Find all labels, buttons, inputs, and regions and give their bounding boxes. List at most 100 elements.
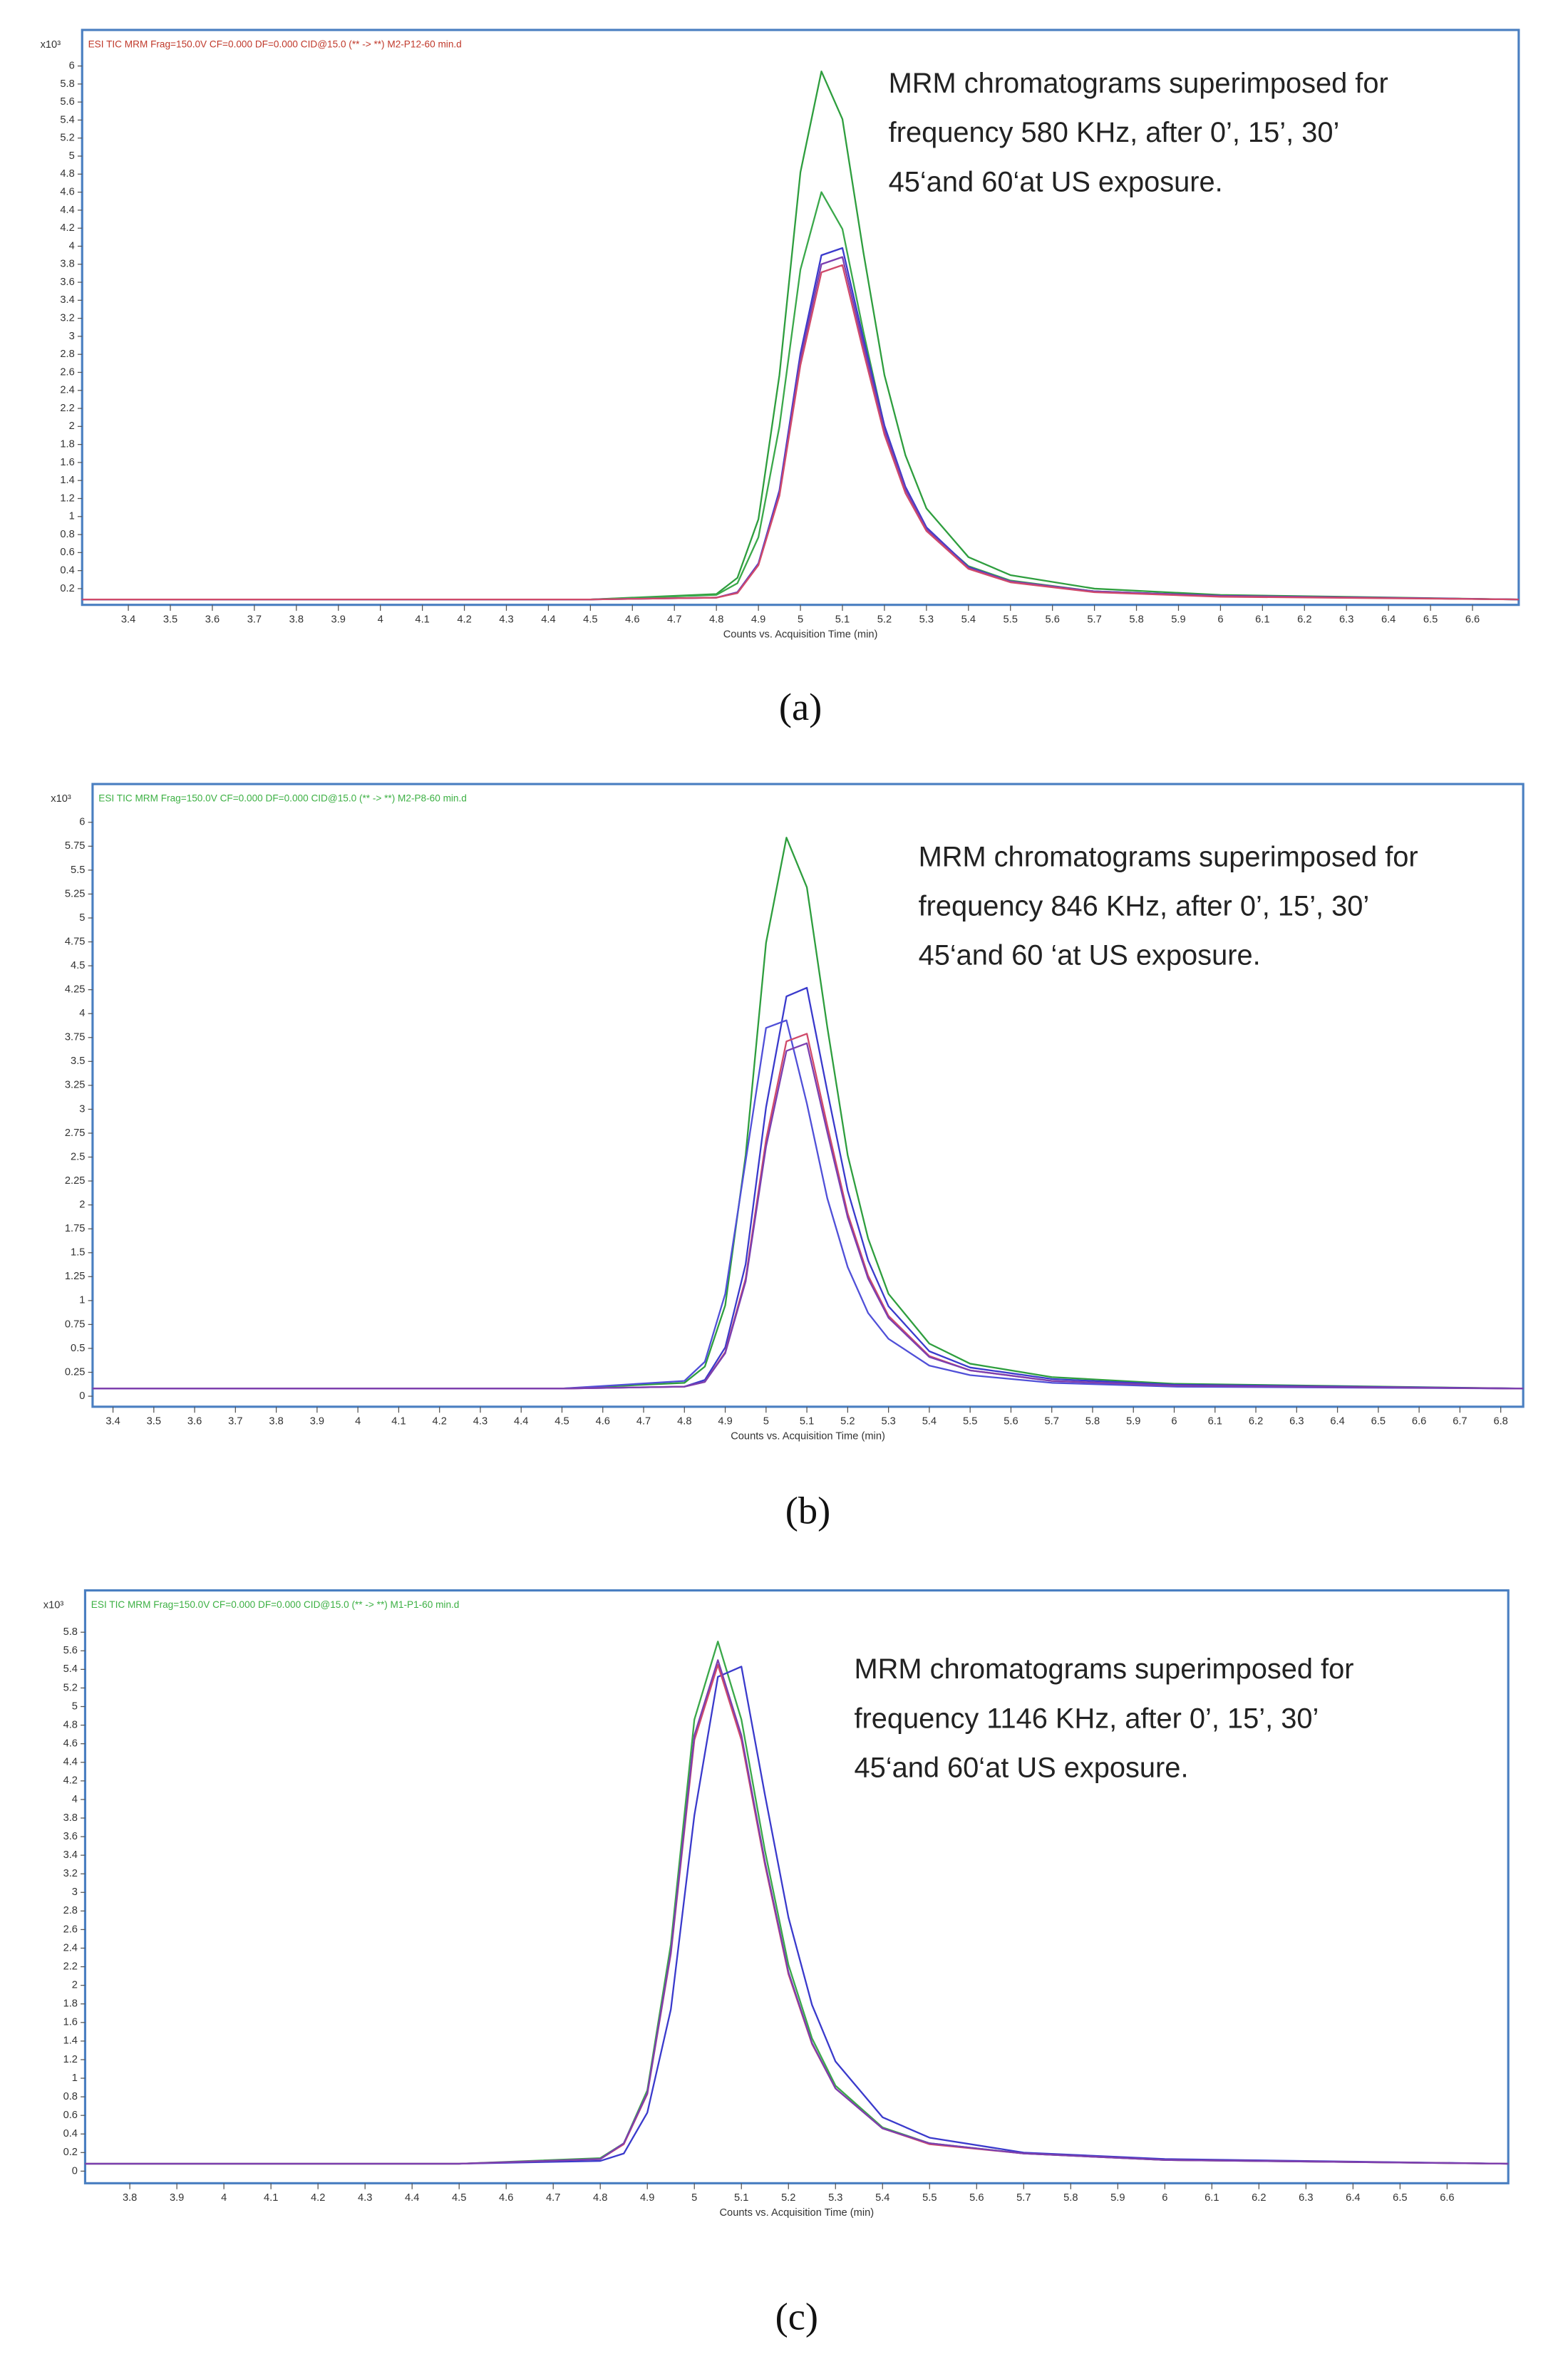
y-tick-label: 5.2 xyxy=(60,133,74,144)
x-tick-label: 6.7 xyxy=(1453,1416,1467,1428)
y-tick-label: 0 xyxy=(72,2165,78,2177)
x-tick-label: 6.6 xyxy=(1440,2192,1454,2204)
y-tick-label: 1.2 xyxy=(63,2054,78,2065)
x-axis-label: Counts vs. Acquisition Time (min) xyxy=(723,629,878,640)
y-tick-label: 2.4 xyxy=(63,1942,78,1953)
x-tick-label: 5.4 xyxy=(922,1416,937,1428)
y-tick-label: 3.8 xyxy=(60,259,74,270)
x-tick-label: 3.9 xyxy=(331,614,346,626)
y-tick-label: 0.4 xyxy=(63,2128,78,2140)
y-tick-label: 4.8 xyxy=(60,168,74,180)
series-line xyxy=(92,1033,1524,1390)
x-tick-label: 5 xyxy=(691,2192,697,2204)
y-tick-label: 6 xyxy=(69,60,75,71)
y-tick-label: 4.25 xyxy=(65,984,86,996)
y-tick-label: 5.4 xyxy=(60,114,74,125)
y-tick-label: 4 xyxy=(79,1008,85,1019)
y-tick-label: 3.6 xyxy=(63,1831,78,1842)
x-tick-label: 6.1 xyxy=(1255,614,1269,626)
x-axis-label: Counts vs. Acquisition Time (min) xyxy=(731,1431,885,1442)
y-tick-label: 4.4 xyxy=(63,1757,78,1768)
x-tick-label: 4.3 xyxy=(358,2192,372,2204)
y-tick-label: 5.5 xyxy=(71,864,85,876)
x-tick-label: 3.4 xyxy=(105,1416,120,1428)
x-tick-label: 5.1 xyxy=(800,1416,814,1428)
x-tick-label: 6 xyxy=(1217,614,1223,626)
y-tick-label: 6 xyxy=(79,817,85,828)
x-tick-label: 4.9 xyxy=(751,614,765,626)
x-tick-label: 5.2 xyxy=(877,614,892,626)
x-tick-label: 5.1 xyxy=(835,614,850,626)
x-tick-label: 6.4 xyxy=(1381,614,1396,626)
annotation: frequency 1146 KHz, after 0’, 15’, 30’ xyxy=(854,1703,1319,1734)
x-tick-label: 5.8 xyxy=(1085,1416,1100,1428)
y-unit: x10³ xyxy=(43,1599,64,1611)
x-tick-label: 6.5 xyxy=(1423,614,1438,626)
x-tick-label: 3.8 xyxy=(123,2192,137,2204)
y-tick-label: 0.75 xyxy=(65,1318,86,1330)
caption: (b) xyxy=(785,1488,831,1532)
x-tick-label: 3.9 xyxy=(170,2192,184,2204)
x-tick-label: 4.7 xyxy=(546,2192,560,2204)
y-tick-label: 1.75 xyxy=(65,1223,86,1234)
x-tick-label: 5 xyxy=(798,614,803,626)
x-tick-label: 4.6 xyxy=(499,2192,513,2204)
caption: (c) xyxy=(775,2295,818,2338)
x-tick-label: 6.5 xyxy=(1371,1416,1386,1428)
x-tick-label: 4.2 xyxy=(457,614,471,626)
y-unit: x10³ xyxy=(41,39,61,51)
y-tick-label: 0.5 xyxy=(71,1343,85,1354)
x-tick-label: 3.6 xyxy=(205,614,220,626)
x-tick-label: 4.9 xyxy=(718,1416,732,1428)
y-tick-label: 4.2 xyxy=(63,1775,78,1787)
x-tick-label: 4.1 xyxy=(415,614,429,626)
x-tick-label: 5.7 xyxy=(1045,1416,1059,1428)
y-tick-label: 3.25 xyxy=(65,1080,86,1091)
x-tick-label: 6.4 xyxy=(1346,2192,1360,2204)
y-unit: x10³ xyxy=(51,793,71,805)
x-tick-label: 3.9 xyxy=(310,1416,324,1428)
x-tick-label: 4.4 xyxy=(405,2192,419,2204)
series-line xyxy=(92,1042,1524,1390)
y-tick-label: 5.25 xyxy=(65,888,86,899)
annotation: frequency 846 KHz, after 0’, 15’, 30’ xyxy=(919,890,1370,922)
x-tick-label: 4 xyxy=(378,614,383,626)
y-tick-label: 4.75 xyxy=(65,936,86,947)
y-tick-label: 3.75 xyxy=(65,1032,86,1043)
x-tick-label: 5.9 xyxy=(1126,1416,1140,1428)
x-tick-label: 6.4 xyxy=(1330,1416,1344,1428)
x-tick-label: 5.1 xyxy=(734,2192,748,2204)
x-tick-label: 3.6 xyxy=(187,1416,202,1428)
y-tick-label: 2.6 xyxy=(63,1924,78,1935)
x-tick-label: 5.9 xyxy=(1171,614,1185,626)
y-tick-label: 3.6 xyxy=(60,277,74,288)
y-tick-label: 0 xyxy=(79,1390,85,1402)
annotation: 45‘and 60‘at US exposure. xyxy=(889,166,1223,197)
series-line xyxy=(85,1659,1509,2165)
y-tick-label: 3 xyxy=(69,331,75,342)
x-tick-label: 3.7 xyxy=(228,1416,242,1428)
x-tick-label: 3.5 xyxy=(147,1416,161,1428)
annotation: 45‘and 60‘at US exposure. xyxy=(854,1752,1188,1783)
x-tick-label: 6.3 xyxy=(1299,2192,1313,2204)
series-line xyxy=(85,1666,1509,2165)
x-tick-label: 6.3 xyxy=(1289,1416,1304,1428)
y-tick-label: 2.8 xyxy=(63,1905,78,1916)
x-tick-label: 6.3 xyxy=(1339,614,1353,626)
y-tick-label: 4.2 xyxy=(60,222,74,234)
x-tick-label: 5.4 xyxy=(961,614,976,626)
series-line xyxy=(92,986,1524,1390)
x-tick-label: 3.5 xyxy=(163,614,177,626)
x-tick-label: 4.1 xyxy=(391,1416,406,1428)
x-tick-label: 4.4 xyxy=(541,614,555,626)
y-tick-label: 4 xyxy=(72,1794,78,1805)
y-tick-label: 4.6 xyxy=(63,1738,78,1750)
x-tick-label: 4 xyxy=(221,2192,227,2204)
y-tick-label: 2.2 xyxy=(60,403,74,414)
x-tick-label: 5.3 xyxy=(919,614,934,626)
plot-frame xyxy=(91,783,1525,1408)
y-tick-label: 1 xyxy=(79,1295,85,1306)
y-tick-label: 2.75 xyxy=(65,1127,86,1139)
x-tick-label: 4.8 xyxy=(709,614,723,626)
y-tick-label: 3.2 xyxy=(60,312,74,324)
